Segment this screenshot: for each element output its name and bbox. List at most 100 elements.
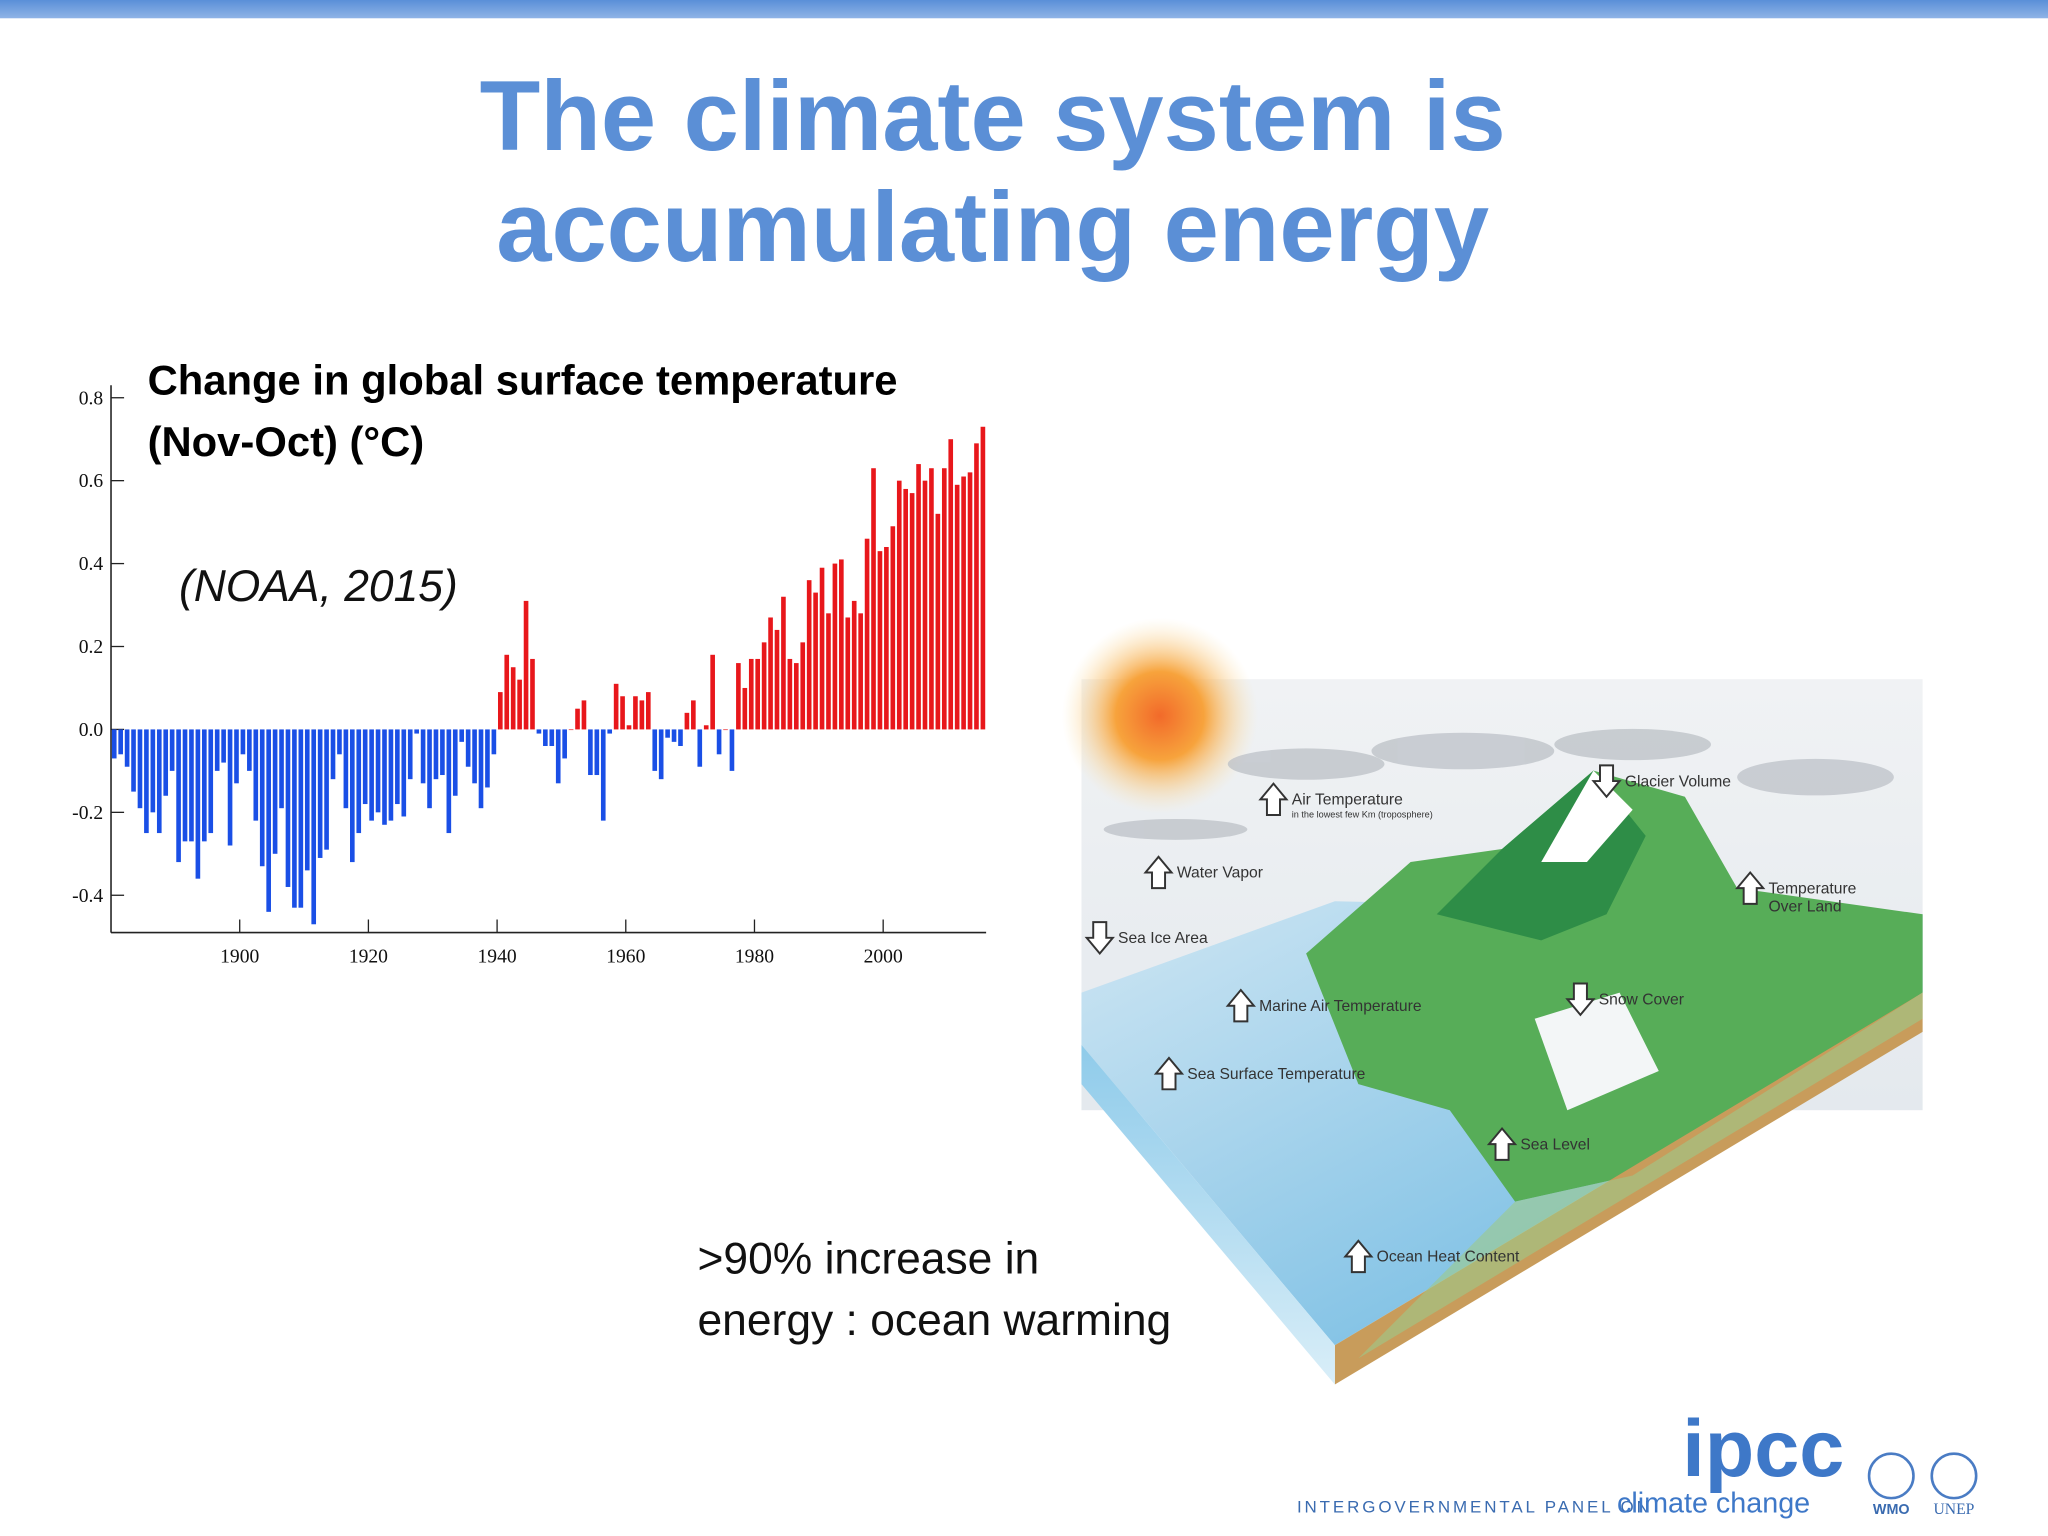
bar xyxy=(742,687,748,730)
bar xyxy=(826,613,831,730)
caption: energy : ocean warming xyxy=(697,1296,1171,1345)
bar xyxy=(111,729,117,759)
snow-field xyxy=(1534,992,1659,1111)
bar xyxy=(941,468,947,730)
bar xyxy=(440,729,445,776)
arrow xyxy=(1143,855,1174,890)
bar xyxy=(356,729,362,834)
chart-title: Change in global surface temperature xyxy=(148,356,898,403)
slide-title: accumulating energy xyxy=(496,172,1489,283)
diagram-label: Marine Air Temperature xyxy=(1259,998,1422,1015)
bar xyxy=(568,729,574,731)
bar xyxy=(221,729,226,763)
bar xyxy=(929,468,934,730)
wmo-emblem xyxy=(1867,1452,1915,1500)
bar xyxy=(523,600,529,730)
bar xyxy=(485,729,490,788)
bar xyxy=(234,729,239,784)
arrow xyxy=(1084,921,1115,955)
arrow xyxy=(1565,982,1596,1017)
bar xyxy=(832,563,838,730)
bar xyxy=(858,613,863,730)
org-name: INTERGOVERNMENTAL PANEL ON xyxy=(1297,1497,1652,1516)
x-tick-label: 1960 xyxy=(606,947,645,968)
bar xyxy=(684,712,690,730)
bar xyxy=(298,729,304,908)
y-tick-label: 0.8 xyxy=(79,388,104,409)
diagram-label: Sea Ice Area xyxy=(1118,930,1208,947)
arrow xyxy=(1591,764,1622,799)
arrow xyxy=(1258,782,1289,816)
bar xyxy=(813,592,818,730)
bar xyxy=(292,729,297,908)
y-tick-label: 0.0 xyxy=(79,720,104,741)
bar xyxy=(671,729,677,742)
bar xyxy=(362,729,368,805)
diagram-label: Over Land xyxy=(1768,899,1841,916)
bar xyxy=(247,729,252,771)
bar xyxy=(948,439,954,730)
bar xyxy=(922,480,928,730)
y-tick-label: -0.4 xyxy=(72,886,103,907)
diagram-label: Temperature xyxy=(1768,880,1856,897)
y-tick-label: 0.4 xyxy=(79,554,104,575)
bar xyxy=(761,642,767,730)
bar xyxy=(703,725,709,730)
x-tick-label: 1940 xyxy=(478,947,517,968)
bar xyxy=(510,667,516,730)
bar xyxy=(729,729,735,771)
bar xyxy=(678,729,683,747)
bar xyxy=(691,700,696,730)
bar xyxy=(581,700,587,730)
bar xyxy=(517,679,522,730)
chart-annotation: (NOAA, 2015) xyxy=(179,562,458,611)
bar xyxy=(864,538,870,730)
bar xyxy=(890,526,896,730)
bar xyxy=(343,729,349,809)
diagram-label: Air Temperature xyxy=(1292,792,1403,809)
bar xyxy=(446,729,452,834)
bar xyxy=(916,464,921,730)
bar xyxy=(781,596,786,730)
bar xyxy=(658,729,664,780)
bar xyxy=(433,729,439,780)
arrow xyxy=(1225,988,1256,1023)
bar xyxy=(156,729,162,834)
diagram-label: in the lowest few Km (troposphere) xyxy=(1292,810,1433,820)
bar xyxy=(182,729,188,842)
bar xyxy=(543,729,548,747)
bar xyxy=(607,729,613,734)
bar xyxy=(202,729,207,842)
bar xyxy=(562,729,567,759)
bar xyxy=(896,480,902,730)
bar xyxy=(504,654,510,730)
bar xyxy=(600,729,606,821)
bar xyxy=(131,729,136,792)
bar xyxy=(839,559,844,730)
partner: WMO xyxy=(1873,1502,1910,1518)
land xyxy=(1306,770,1923,1202)
bar xyxy=(954,484,960,730)
bar xyxy=(723,729,728,731)
bar xyxy=(613,683,619,730)
bar xyxy=(472,729,477,784)
bar xyxy=(697,729,703,767)
diagram-label: Water Vapor xyxy=(1177,865,1263,882)
arrow xyxy=(1735,870,1766,905)
bar xyxy=(497,692,503,730)
bar xyxy=(652,729,658,771)
slide-title: The climate system is xyxy=(480,61,1506,172)
bar xyxy=(639,700,645,730)
bar xyxy=(575,708,580,730)
bar xyxy=(144,729,149,834)
bar xyxy=(716,729,722,755)
bar xyxy=(369,729,374,821)
bar xyxy=(304,729,310,871)
org-name: climate change xyxy=(1617,1487,1810,1519)
bar xyxy=(163,729,169,796)
bar xyxy=(330,729,336,780)
diagram-label: Snow Cover xyxy=(1599,991,1684,1008)
bar xyxy=(665,729,670,738)
